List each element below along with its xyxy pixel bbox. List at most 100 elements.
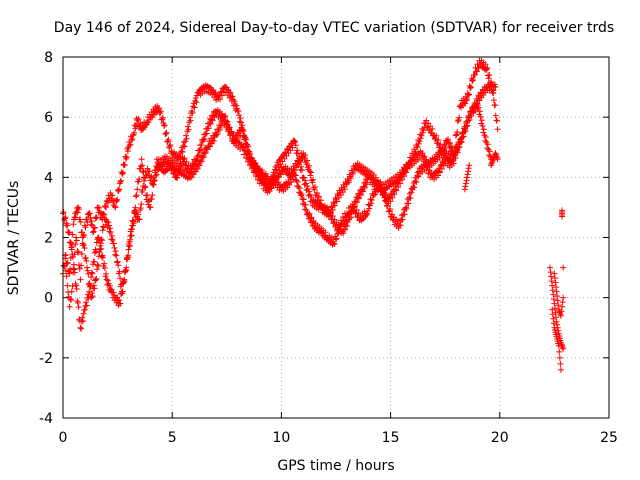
track-a-point [80, 233, 87, 240]
track-b-point [103, 270, 110, 277]
track-late-point [553, 314, 560, 321]
track-b-point [128, 232, 135, 239]
track-c-point [333, 198, 340, 205]
track-a-point [157, 108, 164, 115]
track-c-point [242, 135, 249, 142]
track-a-point [391, 191, 398, 198]
track-c-point [296, 155, 303, 162]
track-c-point [108, 232, 115, 239]
track-b-point [367, 196, 374, 203]
track-a-point [69, 283, 76, 290]
track-a-point [362, 179, 369, 186]
track-c-point [440, 150, 447, 157]
track-c-point [458, 134, 465, 141]
track-c-point [472, 104, 479, 111]
track-a-point [492, 101, 499, 108]
track-b-point [291, 171, 298, 178]
track-c-point [80, 242, 87, 249]
chart-title: Day 146 of 2024, Sidereal Day-to-day VTE… [54, 20, 614, 36]
track-a-point [307, 172, 314, 179]
track-b-point [296, 185, 303, 192]
track-a-point [74, 248, 81, 255]
track-a-point [88, 221, 95, 228]
track-a-point [391, 186, 398, 193]
track-a-point [302, 152, 309, 159]
track-c-point [376, 180, 383, 187]
track-a-point [77, 276, 84, 283]
track-b-point [300, 196, 307, 203]
track-b-point [204, 125, 211, 132]
track-c-point [95, 253, 102, 260]
track-c-point [85, 281, 92, 288]
track-late-point [461, 186, 468, 193]
track-late-point [557, 312, 564, 319]
track-c-point [197, 158, 204, 165]
track-c-point [218, 122, 225, 129]
track-a-point [363, 181, 370, 188]
track-c-point [123, 264, 130, 271]
track-c-point [345, 179, 352, 186]
track-c-point [72, 214, 79, 221]
track-late-point [560, 264, 567, 271]
track-a-point [112, 204, 119, 211]
track-b-point [482, 137, 489, 144]
track-a-point [228, 93, 235, 100]
x-tick-label: 15 [382, 430, 400, 446]
track-b-point [348, 208, 355, 215]
track-a-point [357, 192, 364, 199]
track-a-point [128, 137, 135, 144]
track-c-point [301, 181, 308, 188]
track-a-point [344, 223, 351, 230]
track-c-point [304, 183, 311, 190]
track-a-point [467, 85, 474, 92]
track-b-point [73, 282, 80, 289]
track-b-point [477, 113, 484, 120]
track-a-point [447, 139, 454, 146]
track-b-point [79, 314, 86, 321]
track-c-point [111, 244, 118, 251]
track-a-point [469, 77, 476, 84]
track-a-point [135, 116, 142, 123]
track-b-point [368, 200, 375, 207]
track-c-point [89, 293, 96, 300]
track-c-point [68, 244, 75, 251]
track-c-point [152, 172, 159, 179]
track-b-point [484, 145, 491, 152]
track-b-point [302, 201, 309, 208]
track-c-point [119, 288, 126, 295]
track-a-point [182, 138, 189, 145]
track-a-point [485, 75, 492, 82]
track-b-point [149, 192, 156, 199]
track-a-point [159, 114, 166, 121]
track-b-point [322, 229, 329, 236]
track-c-point [464, 122, 471, 129]
track-b-point [370, 192, 377, 199]
track-c-point [154, 167, 161, 174]
track-late-point [559, 299, 566, 306]
track-c-point [66, 270, 73, 277]
track-a-point [193, 99, 200, 106]
track-b-point [387, 205, 394, 212]
x-axis-label: GPS time / hours [277, 458, 394, 474]
track-a-point [420, 152, 427, 159]
track-c-point [210, 137, 217, 144]
track-c-point [295, 158, 302, 165]
track-b-point [104, 277, 111, 284]
track-c-point [262, 178, 269, 185]
track-c-point [222, 112, 229, 119]
track-c-point [63, 260, 70, 267]
track-a-point [419, 150, 426, 157]
track-a-point [103, 198, 110, 205]
track-c-point [414, 144, 421, 151]
track-c-point [405, 162, 412, 169]
track-c-point [451, 147, 458, 154]
track-c-point [450, 156, 457, 163]
track-b-point [144, 192, 151, 199]
track-b-point [101, 260, 108, 267]
track-c-point [258, 170, 265, 177]
track-late-point [555, 302, 562, 309]
track-a-point [463, 97, 470, 104]
track-a-point [190, 103, 197, 110]
track-a-point [445, 140, 452, 147]
track-c-point [453, 143, 460, 150]
